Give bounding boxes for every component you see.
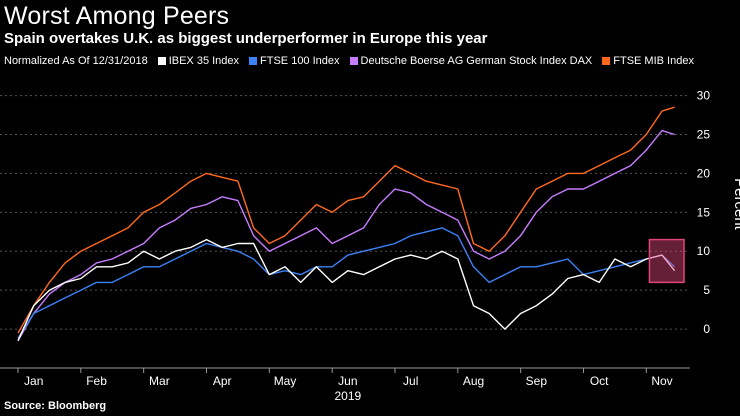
- legend-note: Normalized As Of 12/31/2018: [4, 55, 148, 67]
- series-line-ibex: [17, 238, 676, 342]
- legend-label-ftse100: FTSE 100 Index: [260, 55, 340, 67]
- xtick-label-apr: Apr: [213, 374, 232, 388]
- legend-label-ibex: IBEX 35 Index: [168, 55, 240, 67]
- ytick-label-15: 15: [697, 205, 711, 219]
- xtick-label-jul: Jul: [403, 374, 418, 388]
- xtick-label-may: May: [274, 374, 297, 388]
- xtick-label-oct: Oct: [590, 374, 609, 388]
- legend-item-dax: Deutsche Boerse AG German Stock Index DA…: [349, 55, 593, 67]
- legend-swatch-dax: [349, 57, 358, 65]
- ytick-label-25: 25: [697, 127, 711, 141]
- legend-label-ftsemib: FTSE MIB Index: [613, 55, 694, 67]
- xaxis-year-label: 2019: [335, 389, 362, 403]
- ytick-label-0: 0: [703, 322, 710, 336]
- series-line-ftse100: [17, 227, 676, 339]
- ytick-label-10: 10: [697, 244, 711, 258]
- xtick-label-jan: Jan: [24, 374, 43, 388]
- xtick-label-nov: Nov: [651, 374, 672, 388]
- ytick-label-20: 20: [697, 166, 711, 180]
- legend-swatch-ftse100: [249, 57, 258, 65]
- legend: Normalized As Of 12/31/2018 IBEX 35 Inde…: [4, 55, 694, 67]
- source-note: Source: Bloomberg: [4, 400, 107, 412]
- series-line-ftsemib: [17, 106, 675, 334]
- legend-item-ftsemib: FTSE MIB Index: [602, 55, 694, 67]
- legend-note-text: Normalized As Of 12/31/2018: [4, 55, 148, 67]
- legend-swatch-ftsemib: [602, 57, 611, 65]
- legend-swatch-ibex: [157, 57, 166, 65]
- legend-label-dax: Deutsche Boerse AG German Stock Index DA…: [360, 55, 593, 67]
- ytick-label-30: 30: [697, 89, 711, 103]
- y-axis-label: Percent: [731, 178, 740, 231]
- chart-subtitle: Spain overtakes U.K. as biggest underper…: [4, 30, 488, 47]
- xtick-label-aug: Aug: [463, 374, 484, 388]
- xtick-label-feb: Feb: [86, 374, 107, 388]
- xtick-label-sep: Sep: [526, 374, 548, 388]
- legend-item-ibex: IBEX 35 Index: [157, 55, 240, 67]
- legend-item-ftse100: FTSE 100 Index: [249, 55, 340, 67]
- chart-title: Worst Among Peers: [4, 2, 230, 30]
- xtick-label-mar: Mar: [149, 374, 170, 388]
- xtick-label-jun: Jun: [338, 374, 357, 388]
- highlight-box: [648, 238, 685, 284]
- ytick-label-5: 5: [703, 283, 710, 297]
- series-line-dax: [17, 129, 675, 342]
